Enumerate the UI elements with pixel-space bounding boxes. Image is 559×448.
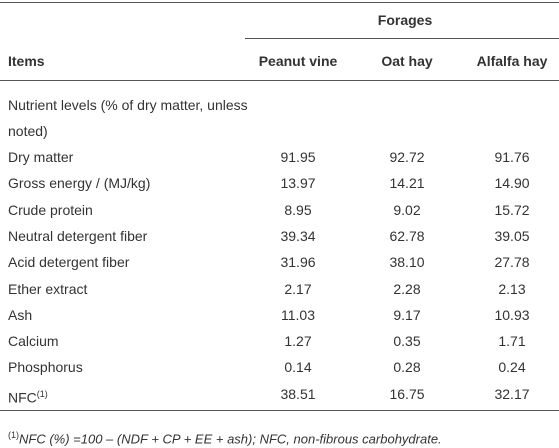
cell: 1.27: [284, 333, 312, 350]
row-label-sup: (1): [36, 388, 48, 399]
row-label-text: Acid detergent fiber: [8, 254, 130, 271]
row-label: NFC(1): [8, 385, 48, 407]
top-rule: [0, 2, 559, 3]
cell: 91.76: [494, 149, 530, 165]
cell: 16.75: [389, 385, 425, 402]
cell: 38.51: [280, 385, 316, 402]
cell: 0.35: [393, 333, 421, 350]
row-label: Calcium: [8, 332, 59, 350]
row-label: Crude protein: [8, 201, 93, 219]
row-label-text: Neutral detergent fiber: [8, 227, 148, 244]
row-label-text: Ash: [8, 306, 33, 323]
row-label: Dry matter: [8, 148, 73, 166]
cell: 13.97: [280, 175, 316, 192]
section-label: Nutrient levels (% of dry matter, unless…: [8, 97, 248, 139]
cell: 32.17: [494, 385, 530, 402]
cell: 11.03: [281, 306, 315, 323]
cell: 62.78: [389, 227, 425, 244]
footnote-marker: (1): [8, 430, 19, 440]
row-label: Ether extract: [8, 280, 87, 298]
row-label: Acid detergent fiber: [8, 253, 129, 271]
column-header: Alfalfa hay: [476, 53, 548, 69]
column-header: Oat hay: [381, 53, 433, 69]
cell: 15.72: [494, 201, 530, 218]
cell: 38.10: [389, 254, 425, 271]
cell: 39.34: [280, 227, 316, 244]
row-label: Ash: [8, 306, 32, 324]
group-rule: [245, 38, 559, 39]
footnote: (1)NFC (%) =100 – (NDF + CP + EE + ash);…: [8, 426, 442, 448]
row-label: Gross energy / (MJ/kg): [8, 174, 150, 192]
cell: 92.72: [389, 149, 425, 165]
row-label-text: Gross energy / (MJ/kg): [8, 175, 151, 192]
cell: 9.02: [393, 201, 421, 218]
column-header: Peanut vine: [258, 53, 338, 69]
row-label-text: NFC: [8, 389, 37, 406]
cell: 2.17: [284, 280, 312, 297]
cell: 2.13: [498, 280, 526, 297]
cell: 31.96: [280, 254, 316, 271]
header-rule: [0, 80, 559, 81]
cell: 9.17: [393, 306, 421, 323]
cell: 14.90: [494, 175, 530, 192]
row-label-text: Dry matter: [8, 149, 74, 165]
bottom-rule: [0, 410, 559, 411]
cell: 91.95: [280, 149, 316, 165]
row-label-text: Phosphorus: [8, 359, 83, 376]
cell: 14.21: [389, 175, 425, 192]
cell: 10.93: [494, 306, 530, 323]
cell: 0.24: [498, 359, 526, 376]
cell: 27.78: [494, 254, 530, 271]
group-header: Forages: [377, 12, 433, 28]
cell: 39.05: [494, 227, 530, 244]
column-header: Items: [8, 53, 45, 69]
cell: 0.14: [284, 359, 312, 376]
cell: 1.71: [498, 333, 526, 350]
footnote-text: NFC (%) =100 – (NDF + CP + EE + ash); NF…: [19, 431, 442, 447]
cell: 0.28: [393, 359, 421, 376]
cell: 8.95: [284, 201, 312, 218]
row-label-text: Calcium: [8, 333, 59, 350]
row-label-text: Crude protein: [8, 201, 93, 218]
cell: 2.28: [393, 280, 421, 297]
row-label: Neutral detergent fiber: [8, 227, 147, 245]
row-label: Phosphorus: [8, 358, 83, 376]
row-label-text: Ether extract: [8, 280, 88, 297]
